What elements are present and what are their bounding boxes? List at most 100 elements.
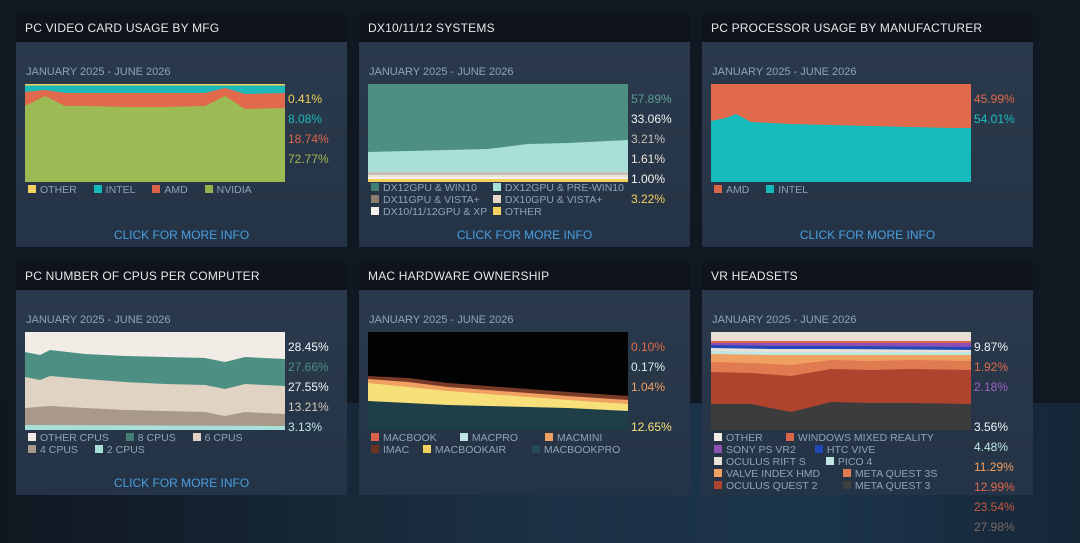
percent-macbook: 0.10% bbox=[631, 340, 666, 354]
percent-pico4: 4.48% bbox=[974, 440, 1009, 454]
legend-swatch bbox=[459, 433, 468, 441]
legend-swatch bbox=[492, 207, 501, 215]
percent-list: 28.45% 27.66% 27.55% 13.21% 3.13% bbox=[288, 337, 346, 437]
percent-other-cpus: 28.45% bbox=[288, 340, 329, 354]
legend-swatch bbox=[825, 457, 834, 465]
panel-mac-hardware[interactable]: MAC HARDWARE OWNERSHIP JANUARY 2025 - JU… bbox=[359, 262, 690, 495]
legend-swatch bbox=[544, 433, 553, 441]
legend-label: 4 CPUS bbox=[40, 444, 78, 456]
legend-swatch bbox=[94, 445, 103, 453]
legend-label: AMD bbox=[726, 184, 750, 196]
legend-label: 6 CPUS bbox=[204, 432, 243, 444]
panel-number-of-cpus[interactable]: PC NUMBER OF CPUS PER COMPUTER JANUARY 2… bbox=[16, 262, 347, 495]
legend-label: IMAC bbox=[383, 444, 410, 456]
legend-label: DX11GPU & VISTA+ bbox=[383, 194, 480, 206]
legend-label: OTHER CPUS bbox=[40, 432, 109, 444]
percent-imac bbox=[631, 397, 689, 417]
percent-other: 0.41% bbox=[288, 92, 323, 106]
legend-label: MACMINI bbox=[556, 432, 603, 444]
legend-item: DX10/11/12GPU & XP bbox=[371, 206, 487, 218]
legend-item: WINDOWS MIXED REALITY bbox=[785, 432, 934, 444]
percent-amd: 45.99% bbox=[974, 92, 1015, 106]
legend-item: AMD bbox=[152, 184, 188, 196]
percent-other: 9.87% bbox=[974, 340, 1009, 354]
legend-swatch bbox=[152, 185, 161, 193]
legend-label: PICO 4 bbox=[837, 456, 873, 468]
percent-valve-index: 11.29% bbox=[974, 460, 1014, 474]
legend-label: DX12GPU & PRE-WIN10 bbox=[504, 182, 624, 194]
date-range: JANUARY 2025 - JUNE 2026 bbox=[369, 314, 514, 326]
percent-macpro: 0.17% bbox=[631, 360, 666, 374]
legend-swatch bbox=[842, 481, 851, 489]
legend-item: IMAC bbox=[371, 444, 410, 456]
legend-label: MACBOOK bbox=[383, 432, 437, 444]
percent-quest-3s: 12.99% bbox=[974, 480, 1015, 494]
percent-quest-3: 27.98% bbox=[974, 520, 1015, 534]
legend-label: MACBOOKPRO bbox=[543, 444, 621, 456]
percent-6-cpus: 27.55% bbox=[288, 380, 329, 394]
legend-label: DX10GPU & VISTA+ bbox=[504, 194, 603, 206]
percent-dx-xp: 1.00% bbox=[631, 172, 666, 186]
area-chart bbox=[711, 84, 971, 182]
legend-swatch bbox=[492, 183, 501, 191]
panel-video-card-usage[interactable]: PC VIDEO CARD USAGE BY MFG JANUARY 2025 … bbox=[16, 14, 347, 247]
percent-nvidia: 72.77% bbox=[288, 152, 329, 166]
panel-dx-systems[interactable]: DX10/11/12 SYSTEMS JANUARY 2025 - JUNE 2… bbox=[359, 14, 690, 247]
legend-item: DX12GPU & PRE-WIN10 bbox=[492, 182, 624, 194]
percent-list: 57.89% 33.06% 3.21% 1.61% 1.00% 3.22% bbox=[631, 89, 689, 209]
panel-vr-headsets[interactable]: VR HEADSETS JANUARY 2025 - JUNE 2026 9.8… bbox=[702, 262, 1033, 534]
legend-item: INTEL bbox=[93, 184, 136, 196]
date-range: JANUARY 2025 - JUNE 2026 bbox=[712, 314, 857, 326]
legend: OTHER INTEL AMD NVIDIA bbox=[28, 184, 266, 196]
area-2-cpus bbox=[25, 425, 285, 430]
legend-swatch bbox=[492, 195, 501, 203]
legend-label: 2 CPUS bbox=[106, 444, 145, 456]
legend-label: DX12GPU & WIN10 bbox=[383, 182, 477, 194]
click-for-more-info-link[interactable]: CLICK FOR MORE INFO bbox=[799, 228, 936, 242]
click-for-more-info-link[interactable]: CLICK FOR MORE INFO bbox=[113, 228, 250, 242]
click-for-more-info-link[interactable]: CLICK FOR MORE INFO bbox=[456, 228, 593, 242]
percent-dx12-win10: 57.89% bbox=[631, 92, 672, 106]
percent-intel: 54.01% bbox=[974, 112, 1015, 126]
legend-item: INTEL bbox=[766, 184, 808, 196]
legend-item: META QUEST 3S bbox=[842, 468, 937, 480]
legend-item: DX10GPU & VISTA+ bbox=[492, 194, 603, 206]
legend-item: OTHER bbox=[28, 184, 77, 196]
panel-title: PC NUMBER OF CPUS PER COMPUTER bbox=[16, 262, 347, 290]
legend-label: 8 CPUS bbox=[137, 432, 176, 444]
panel-processor-usage[interactable]: PC PROCESSOR USAGE BY MANUFACTURER JANUA… bbox=[702, 14, 1033, 247]
percent-dx12-prewin10: 33.06% bbox=[631, 112, 672, 126]
percent-2-cpus: 3.13% bbox=[288, 420, 323, 434]
legend-swatch bbox=[192, 433, 201, 441]
area-chart bbox=[25, 84, 285, 182]
click-for-more-info-link[interactable]: CLICK FOR MORE INFO bbox=[113, 476, 250, 490]
percent-amd: 18.74% bbox=[288, 132, 329, 146]
legend-item: 8 CPUS bbox=[125, 432, 176, 444]
legend-item: OCULUS RIFT S bbox=[714, 456, 809, 468]
percent-sony-psvr2: 2.18% bbox=[974, 380, 1009, 394]
legend-swatch bbox=[842, 469, 851, 477]
panel-title: DX10/11/12 SYSTEMS bbox=[359, 14, 690, 42]
legend-label: INTEL bbox=[105, 184, 136, 196]
percent-wmr: 1.92% bbox=[974, 360, 1009, 374]
legend-swatch bbox=[28, 433, 36, 441]
area-chart bbox=[711, 332, 971, 430]
legend-swatch bbox=[93, 185, 102, 193]
area-dx-other bbox=[368, 179, 628, 182]
legend-label: HTC VIVE bbox=[826, 444, 876, 456]
percent-quest-2: 23.54% bbox=[974, 500, 1015, 514]
legend-item: PICO 4 bbox=[825, 456, 873, 468]
legend-swatch bbox=[714, 433, 722, 441]
legend-label: META QUEST 3 bbox=[854, 480, 931, 492]
percent-macmini: 1.04% bbox=[631, 380, 666, 394]
area-4-cpus bbox=[25, 406, 285, 430]
legend-item: NVIDIA bbox=[204, 184, 252, 196]
legend-swatch bbox=[371, 195, 379, 203]
legend-item: VALVE INDEX HMD bbox=[714, 468, 826, 480]
legend-item: OCULUS QUEST 2 bbox=[714, 480, 826, 492]
area-intel bbox=[711, 114, 971, 182]
legend-item: MACBOOK bbox=[371, 432, 443, 444]
legend-item: 2 CPUS bbox=[94, 444, 145, 456]
legend-item: DX11GPU & VISTA+ bbox=[371, 194, 480, 206]
panel-title: MAC HARDWARE OWNERSHIP bbox=[359, 262, 690, 290]
